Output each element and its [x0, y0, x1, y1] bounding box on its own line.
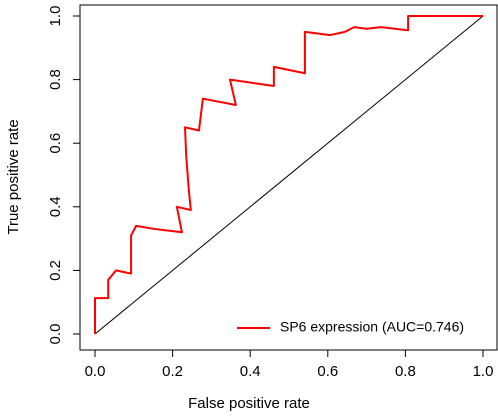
y-tick-label: 0.0 [47, 324, 64, 345]
y-tick-label: 0.2 [47, 260, 64, 281]
x-tick-label: 0.2 [162, 363, 183, 380]
x-tick-label: 1.0 [473, 363, 494, 380]
legend-label: SP6 expression (AUC=0.746) [280, 319, 464, 335]
reference-diagonal [94, 15, 484, 335]
x-tick-label: 0.6 [317, 363, 338, 380]
x-tick-label: 0.4 [240, 363, 261, 380]
plot-box [79, 4, 498, 351]
x-axis-label: False positive rate [188, 395, 310, 412]
y-tick-label: 1.0 [47, 6, 64, 27]
roc-curve [94, 15, 483, 334]
x-tick-label: 0.0 [85, 363, 106, 380]
y-tick-label: 0.4 [47, 196, 64, 217]
y-tick-label: 0.8 [47, 69, 64, 90]
y-tick-label: 0.6 [47, 133, 64, 154]
x-tick-label: 0.8 [395, 363, 416, 380]
y-axis-label: True positive rate [5, 119, 22, 234]
